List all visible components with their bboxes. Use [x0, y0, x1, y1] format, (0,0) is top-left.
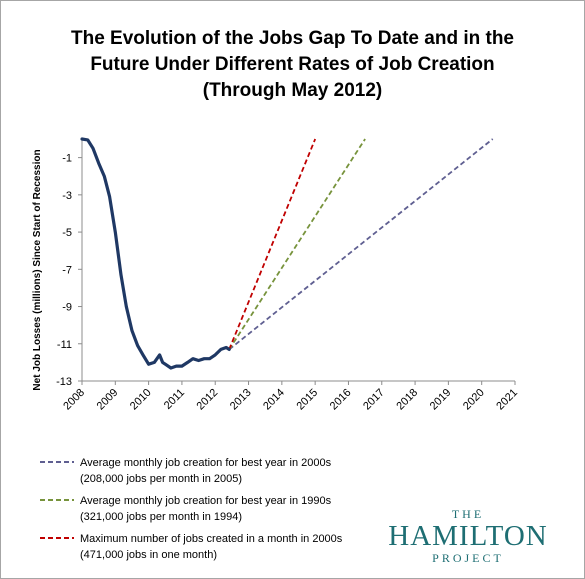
chart-title: The Evolution of the Jobs Gap To Date an… — [0, 26, 585, 104]
y-tick-label: -5 — [62, 227, 72, 239]
y-tick-label: -11 — [57, 339, 72, 351]
x-tick-label: 2018 — [394, 387, 420, 413]
series-line-projection-2 — [228, 138, 366, 350]
series-line-actual — [80, 137, 231, 370]
title-line-2: Future Under Different Rates of Job Crea… — [90, 54, 495, 75]
series-line-projection-1 — [228, 138, 494, 351]
legend-sublabel-1990s: (321,000 jobs per month in 1994) — [80, 511, 243, 523]
x-tick-label: 2013 — [228, 387, 254, 413]
title-line-3: (Through May 2012) — [202, 80, 383, 101]
series-line-projection-3 — [228, 138, 317, 350]
x-tick-label: 2019 — [428, 387, 454, 413]
hamilton-project-logo: THE HAMILTON PROJECT — [384, 508, 552, 566]
x-tick-label: 2015 — [294, 387, 320, 413]
x-tick-label: 2014 — [261, 387, 287, 413]
x-tick-label: 2020 — [461, 387, 487, 413]
legend-swatch-1990s — [40, 499, 74, 501]
legend-sublabel-2000s: (208,000 jobs per month in 2005) — [80, 473, 243, 485]
logo-project: PROJECT — [432, 551, 504, 565]
x-tick-label: 2011 — [162, 387, 187, 412]
x-tick-label: 2012 — [195, 387, 221, 413]
logo-the: THE — [451, 507, 485, 521]
y-axis-title: Net Job Losses (millions) Since Start of… — [32, 149, 43, 390]
legend-label-2000s: Average monthly job creation for best ye… — [80, 457, 332, 469]
x-tick-label: 2009 — [95, 387, 121, 413]
y-tick-label: -13 — [56, 376, 72, 388]
legend-sublabel-max-month: (471,000 jobs in one month) — [80, 549, 217, 561]
legend-label-max-month: Maximum number of jobs created in a mont… — [80, 533, 343, 545]
y-tick-label: -7 — [62, 264, 72, 276]
legend-label-1990s: Average monthly job creation for best ye… — [80, 495, 332, 507]
x-tick-label: 2010 — [128, 387, 154, 413]
title-line-1: The Evolution of the Jobs Gap To Date an… — [71, 28, 514, 49]
y-tick-label: -3 — [62, 190, 72, 202]
x-tick-label: 2017 — [361, 387, 387, 413]
x-tick-label: 2016 — [328, 387, 354, 413]
legend-swatch-2000s — [40, 461, 74, 463]
logo-hamilton: HAMILTON — [388, 520, 548, 552]
legend-swatch-max-month — [40, 537, 74, 539]
x-tick-label: 2021 — [494, 387, 520, 413]
y-tick-label: -1 — [62, 153, 72, 165]
x-tick-label: 2008 — [61, 387, 87, 413]
y-tick-label: -9 — [62, 302, 72, 314]
